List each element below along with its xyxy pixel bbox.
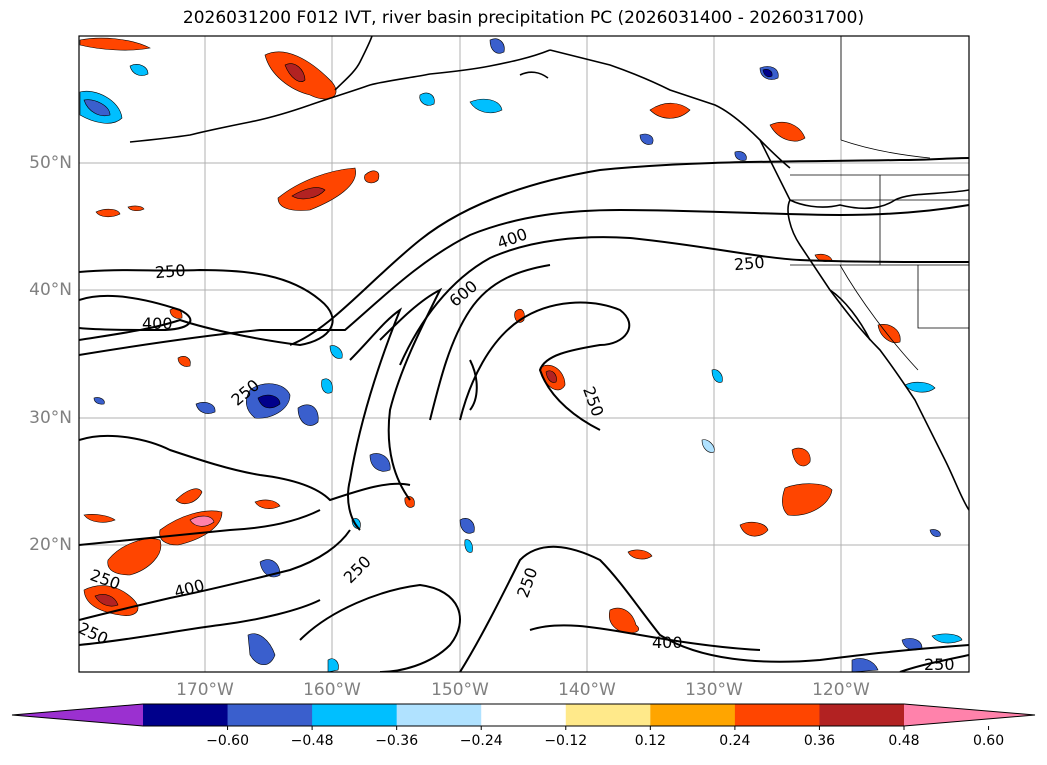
contour-label: 400: [652, 633, 683, 652]
map-title: 2026031200 F012 IVT, river basin precipi…: [182, 8, 865, 28]
contour-label: 250: [154, 260, 187, 283]
contour-label: 250: [733, 252, 766, 275]
colorbar-tick-label: 0.60: [972, 733, 1005, 749]
colorbar-segment: [819, 704, 905, 726]
lon-label-130w: 130°W: [685, 680, 743, 700]
coastlines: [129, 36, 969, 511]
colorbar-segment: [734, 704, 820, 726]
colorbar-segment: [481, 704, 567, 726]
map-border: [78, 35, 970, 673]
lat-label-30n: 30°N: [29, 408, 72, 428]
colorbar-tick-label: −0.24: [459, 733, 503, 749]
colorbar-segment: [650, 704, 736, 726]
lon-label-140w: 140°W: [558, 680, 616, 700]
map-frame: [79, 36, 969, 672]
colorbar-segment: [565, 704, 651, 726]
colorbar-tick-label: −0.36: [375, 733, 419, 749]
contour-label: 400: [142, 314, 173, 333]
colorbar-tick-label: 0.48: [888, 733, 920, 749]
colorbar-segment: [143, 704, 229, 726]
ivt-contours: [79, 157, 969, 672]
colorbar-tick-label: −0.48: [290, 733, 334, 749]
lon-label-120w: 120°W: [812, 680, 870, 700]
colorbar-segment: [227, 704, 313, 726]
colorbar-segment: [396, 704, 482, 726]
colorbar-extend-right: [904, 704, 1035, 726]
colorbar-tick-label: 0.24: [719, 733, 751, 749]
colorbar-tick-label: 0.36: [803, 733, 836, 749]
contour-label: 250: [924, 655, 955, 674]
colorbar-segment: [312, 704, 398, 726]
lon-label-150w: 150°W: [431, 680, 489, 700]
colorbar-tick-label: −0.12: [544, 733, 588, 749]
lat-label-50n: 50°N: [29, 153, 72, 173]
lon-label-160w: 160°W: [303, 680, 361, 700]
lat-label-40n: 40°N: [29, 280, 72, 300]
negative-precip-blobs: [79, 38, 963, 672]
state-borders: [790, 36, 969, 371]
lon-label-170w: 170°W: [176, 680, 234, 700]
colorbar-extend-left: [12, 704, 143, 726]
colorbar-tick-label: 0.12: [634, 733, 666, 749]
colorbar: [11, 703, 1036, 730]
colorbar-tick-label: −0.60: [206, 733, 249, 749]
colorbar-outline: [11, 703, 1036, 727]
lat-label-20n: 20°N: [29, 535, 72, 555]
